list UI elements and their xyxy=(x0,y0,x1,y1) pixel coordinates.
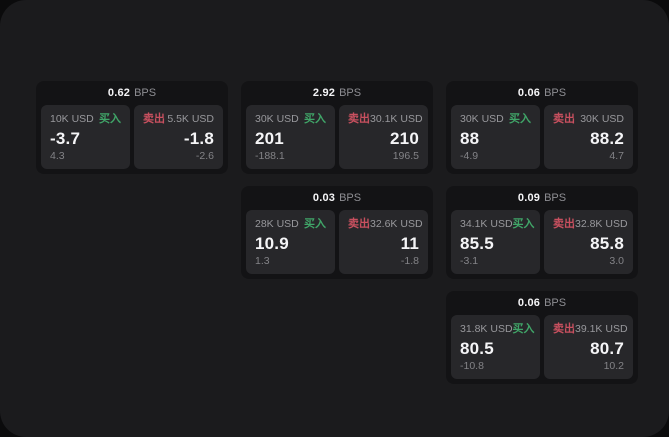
buy-price: 201 xyxy=(255,129,284,148)
quote-card[interactable]: 0.09 BPS 34.1K USD 买入 85.5 -3.1 卖出 32.8K… xyxy=(446,186,638,279)
quote-card-body: 34.1K USD 买入 85.5 -3.1 卖出 32.8K USD 85.8… xyxy=(446,210,638,279)
sell-price: 85.8 xyxy=(590,234,624,253)
quote-card[interactable]: 0.06 BPS 30K USD 买入 88 -4.9 卖出 30K USD xyxy=(446,81,638,174)
quote-card-grid: 0.62 BPS 10K USD 买入 -3.7 4.3 卖出 5.5K USD xyxy=(36,81,638,384)
bps-header: 0.03 BPS xyxy=(241,186,433,210)
buy-pane[interactable]: 34.1K USD 买入 85.5 -3.1 xyxy=(451,210,540,274)
quote-card[interactable]: 2.92 BPS 30K USD 买入 201 -188.1 卖出 30.1K … xyxy=(241,81,433,174)
bps-header: 0.06 BPS xyxy=(446,81,638,105)
buy-side-label: 买入 xyxy=(509,113,531,125)
quote-card-body: 31.8K USD 买入 80.5 -10.8 卖出 39.1K USD 80.… xyxy=(446,315,638,384)
sell-price: 210 xyxy=(390,129,419,148)
bps-unit: BPS xyxy=(544,192,567,204)
buy-pane[interactable]: 28K USD 买入 10.9 1.3 xyxy=(246,210,335,274)
sell-pane[interactable]: 卖出 32.6K USD 11 -1.8 xyxy=(339,210,428,274)
bps-value: 0.62 xyxy=(107,87,131,99)
buy-amount: 30K USD xyxy=(460,113,504,125)
quote-card[interactable]: 0.06 BPS 31.8K USD 买入 80.5 -10.8 卖出 39.1… xyxy=(446,291,638,384)
buy-side-label: 买入 xyxy=(304,113,326,125)
buy-amount: 30K USD xyxy=(255,113,299,125)
buy-delta: 4.3 xyxy=(50,150,65,162)
sell-amount: 5.5K USD xyxy=(167,113,214,125)
sell-price: 88.2 xyxy=(590,129,624,148)
bps-unit: BPS xyxy=(134,87,157,99)
buy-pane[interactable]: 30K USD 买入 88 -4.9 xyxy=(451,105,540,169)
sell-side-label: 卖出 xyxy=(348,218,370,230)
sell-delta: 196.5 xyxy=(392,150,419,162)
sell-side-label: 卖出 xyxy=(553,218,575,230)
bps-value: 2.92 xyxy=(312,87,336,99)
sell-delta: 3.0 xyxy=(609,255,624,267)
buy-delta: -3.1 xyxy=(460,255,479,267)
sell-price: -1.8 xyxy=(183,129,214,148)
sell-side-label: 卖出 xyxy=(553,323,575,335)
quote-card[interactable]: 0.62 BPS 10K USD 买入 -3.7 4.3 卖出 5.5K USD xyxy=(36,81,228,174)
buy-price: 88 xyxy=(460,129,480,148)
buy-price: 80.5 xyxy=(460,339,494,358)
bps-header: 0.06 BPS xyxy=(446,291,638,315)
quote-card-body: 10K USD 买入 -3.7 4.3 卖出 5.5K USD -1.8 -2.… xyxy=(36,105,228,174)
buy-side-label: 买入 xyxy=(512,323,535,335)
sell-side-label: 卖出 xyxy=(348,113,370,125)
sell-delta: -2.6 xyxy=(195,150,214,162)
buy-amount: 10K USD xyxy=(50,113,94,125)
sell-side-label: 卖出 xyxy=(143,113,165,125)
bps-header: 2.92 BPS xyxy=(241,81,433,105)
buy-side-label: 买入 xyxy=(304,218,326,230)
quote-card-body: 30K USD 买入 88 -4.9 卖出 30K USD 88.2 4.7 xyxy=(446,105,638,174)
buy-pane[interactable]: 10K USD 买入 -3.7 4.3 xyxy=(41,105,130,169)
buy-price: 85.5 xyxy=(460,234,494,253)
sell-pane[interactable]: 卖出 39.1K USD 80.7 10.2 xyxy=(544,315,633,379)
buy-amount: 34.1K USD xyxy=(460,218,513,230)
sell-price: 11 xyxy=(400,234,419,253)
buy-side-label: 买入 xyxy=(99,113,121,125)
sell-price: 80.7 xyxy=(590,339,624,358)
bps-value: 0.03 xyxy=(312,192,336,204)
sell-delta: -1.8 xyxy=(400,255,419,267)
buy-delta: -10.8 xyxy=(460,360,484,372)
buy-delta: -188.1 xyxy=(255,150,285,162)
sell-side-label: 卖出 xyxy=(553,113,575,125)
buy-side-label: 买入 xyxy=(512,218,535,230)
sell-amount: 32.8K USD xyxy=(575,218,628,230)
bps-value: 0.06 xyxy=(517,297,541,309)
sell-pane[interactable]: 卖出 30.1K USD 210 196.5 xyxy=(339,105,428,169)
sell-amount: 39.1K USD xyxy=(575,323,628,335)
buy-delta: -4.9 xyxy=(460,150,479,162)
bps-value: 0.06 xyxy=(517,87,541,99)
bps-header: 0.62 BPS xyxy=(36,81,228,105)
bps-value: 0.09 xyxy=(517,192,541,204)
sell-amount: 30.1K USD xyxy=(370,113,423,125)
quote-card[interactable]: 0.03 BPS 28K USD 买入 10.9 1.3 卖出 32.6K US… xyxy=(241,186,433,279)
quote-card-body: 28K USD 买入 10.9 1.3 卖出 32.6K USD 11 -1.8 xyxy=(241,210,433,279)
buy-pane[interactable]: 30K USD 买入 201 -188.1 xyxy=(246,105,335,169)
bps-unit: BPS xyxy=(339,192,362,204)
buy-amount: 31.8K USD xyxy=(460,323,513,335)
sell-pane[interactable]: 卖出 32.8K USD 85.8 3.0 xyxy=(544,210,633,274)
buy-price: 10.9 xyxy=(255,234,289,253)
sell-amount: 32.6K USD xyxy=(370,218,423,230)
quote-card-body: 30K USD 买入 201 -188.1 卖出 30.1K USD 210 1… xyxy=(241,105,433,174)
bps-unit: BPS xyxy=(544,87,567,99)
sell-delta: 10.2 xyxy=(603,360,624,372)
buy-delta: 1.3 xyxy=(255,255,270,267)
sell-delta: 4.7 xyxy=(609,150,624,162)
buy-amount: 28K USD xyxy=(255,218,299,230)
sell-amount: 30K USD xyxy=(580,113,624,125)
bps-unit: BPS xyxy=(544,297,567,309)
buy-pane[interactable]: 31.8K USD 买入 80.5 -10.8 xyxy=(451,315,540,379)
buy-price: -3.7 xyxy=(50,129,81,148)
sell-pane[interactable]: 卖出 5.5K USD -1.8 -2.6 xyxy=(134,105,223,169)
sell-pane[interactable]: 卖出 30K USD 88.2 4.7 xyxy=(544,105,633,169)
bps-unit: BPS xyxy=(339,87,362,99)
bps-header: 0.09 BPS xyxy=(446,186,638,210)
